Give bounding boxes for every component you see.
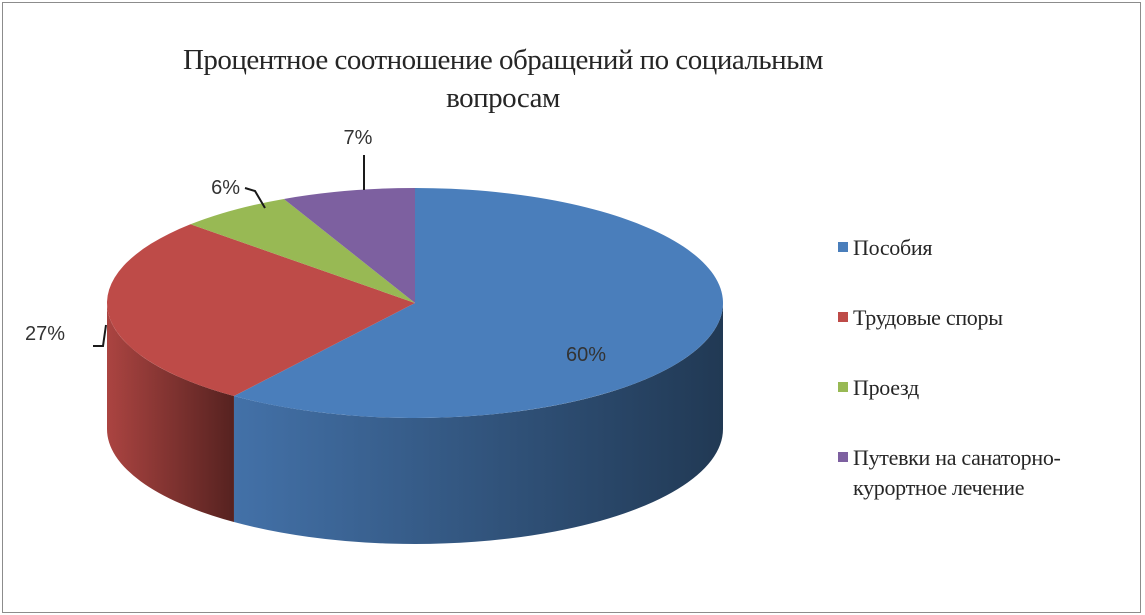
pie-side-posobiya bbox=[233, 303, 723, 544]
pie-chart: 60% 27% 6% 7% bbox=[25, 127, 724, 544]
legend-label: Проезд bbox=[853, 375, 919, 400]
data-label-posobiya: 60% bbox=[566, 344, 606, 366]
legend-label: Пособия bbox=[853, 235, 933, 260]
legend-item-proezd: Проезд bbox=[838, 373, 1113, 403]
pie-side-trudovye-spory bbox=[107, 303, 234, 523]
data-label-trudovye-spory: 27% bbox=[25, 323, 65, 345]
pie-slice-putevki bbox=[283, 188, 415, 303]
legend-label: Путевки на санаторно-курортное лечение bbox=[853, 445, 1061, 500]
leader-line-trudovye-spory bbox=[93, 324, 107, 347]
legend-swatch bbox=[838, 242, 848, 252]
legend-swatch bbox=[838, 452, 848, 462]
legend-label: Трудовые споры bbox=[853, 305, 1003, 330]
pie-slice-posobiya bbox=[233, 187, 724, 419]
leader-line-proezd bbox=[244, 187, 266, 209]
data-label-proezd: 6% bbox=[211, 177, 240, 199]
data-label-putevki: 7% bbox=[344, 127, 373, 149]
legend-item-posobiya: Пособия bbox=[838, 233, 1113, 263]
legend-swatch bbox=[838, 382, 848, 392]
legend-item-putevki: Путевки на санаторно-курортное лечение bbox=[838, 443, 1113, 503]
pie-slice-trudovye-spory bbox=[106, 224, 416, 397]
pie-slice-proezd bbox=[190, 198, 415, 303]
chart-title: Процентное соотношение обращений по соци… bbox=[182, 44, 824, 114]
legend-swatch bbox=[838, 312, 848, 322]
legend-item-trudovye-spory: Трудовые споры bbox=[838, 303, 1113, 333]
